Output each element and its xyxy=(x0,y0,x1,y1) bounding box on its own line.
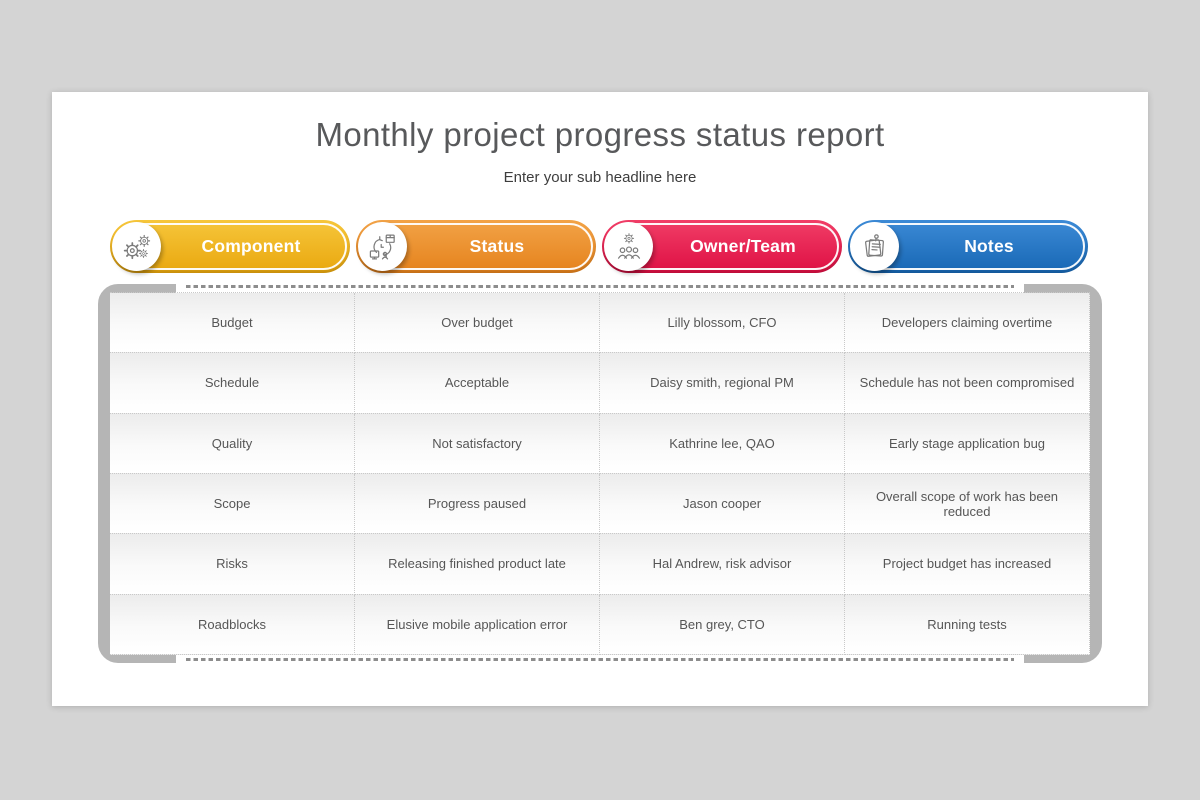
table-cell-notes: Project budget has increased xyxy=(845,534,1090,595)
column-label: Owner/Team xyxy=(690,236,796,256)
column-pill-owner-team: Owner/Team xyxy=(602,220,842,273)
notes-pin-icon xyxy=(864,233,884,257)
team-gear-icon xyxy=(617,232,640,259)
column-pill-component: Component xyxy=(110,220,350,273)
page-title: Monthly project progress status report xyxy=(315,116,885,153)
table-cell-status: Over budget xyxy=(355,293,600,354)
table-cell-notes: Developers claiming overtime xyxy=(845,293,1090,354)
table-cell-owner: Daisy smith, regional PM xyxy=(600,353,845,414)
table-cell-owner: Ben grey, CTO xyxy=(600,594,845,655)
table-cell-component: Budget xyxy=(110,293,355,354)
table-cell-status: Releasing finished product late xyxy=(355,534,600,595)
column-label: Component xyxy=(201,236,301,256)
table-cell-notes: Early stage application bug xyxy=(845,413,1090,474)
table-cell-notes: Running tests xyxy=(845,594,1090,655)
pill-icon-circle xyxy=(604,222,653,271)
table-cell-notes: Schedule has not been compromised xyxy=(845,353,1090,414)
slide-card: Monthly project progress status report E… xyxy=(52,92,1148,706)
table-cell-component: Roadblocks xyxy=(110,594,355,655)
column-pill-notes: Notes xyxy=(848,220,1088,273)
status-table: Budget Over budget Lilly blossom, CFO De… xyxy=(110,292,1090,655)
table-cell-status: Elusive mobile application error xyxy=(355,594,600,655)
frame-dashed-line-bottom xyxy=(186,658,1014,661)
table-cell-component: Risks xyxy=(110,534,355,595)
table-cell-notes: Overall scope of work has been reduced xyxy=(845,473,1090,535)
pill-icon-circle xyxy=(112,222,161,271)
table-cell-owner: Jason cooper xyxy=(600,473,845,535)
column-label: Notes xyxy=(964,236,1014,256)
column-pill-status: Status xyxy=(356,220,596,273)
gears-icon xyxy=(123,234,150,259)
frame-dashed-line-top xyxy=(186,285,1014,288)
column-label: Status xyxy=(469,236,525,256)
table-cell-owner: Lilly blossom, CFO xyxy=(600,293,845,354)
process-cycle-icon xyxy=(369,234,395,259)
table-cell-owner: Kathrine lee, QAO xyxy=(600,413,845,474)
pill-icon-circle xyxy=(358,222,407,271)
table-cell-status: Not satisfactory xyxy=(355,413,600,474)
column-headers: Component Status xyxy=(110,220,1088,273)
table-cell-status: Acceptable xyxy=(355,353,600,414)
table-cell-component: Schedule xyxy=(110,353,355,414)
table-cell-component: Quality xyxy=(110,413,355,474)
pill-icon-circle xyxy=(850,222,899,271)
table-cell-status: Progress paused xyxy=(355,473,600,535)
table-cell-owner: Hal Andrew, risk advisor xyxy=(600,534,845,595)
table-cell-component: Scope xyxy=(110,473,355,535)
page-subtitle: Enter your sub headline here xyxy=(503,169,697,186)
table-frame: Budget Over budget Lilly blossom, CFO De… xyxy=(98,284,1102,663)
